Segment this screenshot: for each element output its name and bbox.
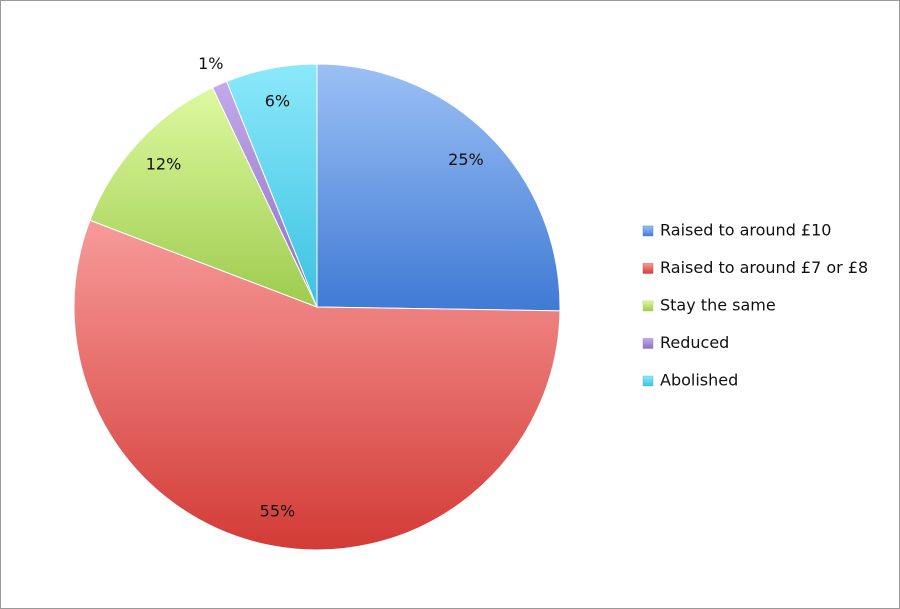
data-label: 1%: [198, 54, 223, 73]
legend-label: Stay the same: [660, 296, 776, 315]
legend-label: Reduced: [660, 333, 729, 352]
legend-label: Raised to around £10: [660, 221, 831, 240]
legend-swatch: [642, 225, 654, 237]
pie-slice: [73, 219, 561, 551]
data-label: 6%: [265, 91, 290, 110]
legend-swatch: [642, 338, 654, 349]
data-label: 55%: [260, 502, 296, 521]
pie-slice: [226, 63, 318, 308]
legend-swatch: [642, 300, 654, 312]
legend-swatch: [642, 375, 654, 387]
pie-slice: [316, 63, 561, 312]
data-label: 25%: [448, 150, 484, 169]
legend-label: Raised to around £7 or £8: [660, 258, 868, 277]
data-label: 12%: [146, 155, 182, 174]
legend-swatch: [642, 263, 654, 274]
legend-label: Abolished: [660, 371, 738, 390]
pie-slice: [89, 86, 318, 308]
